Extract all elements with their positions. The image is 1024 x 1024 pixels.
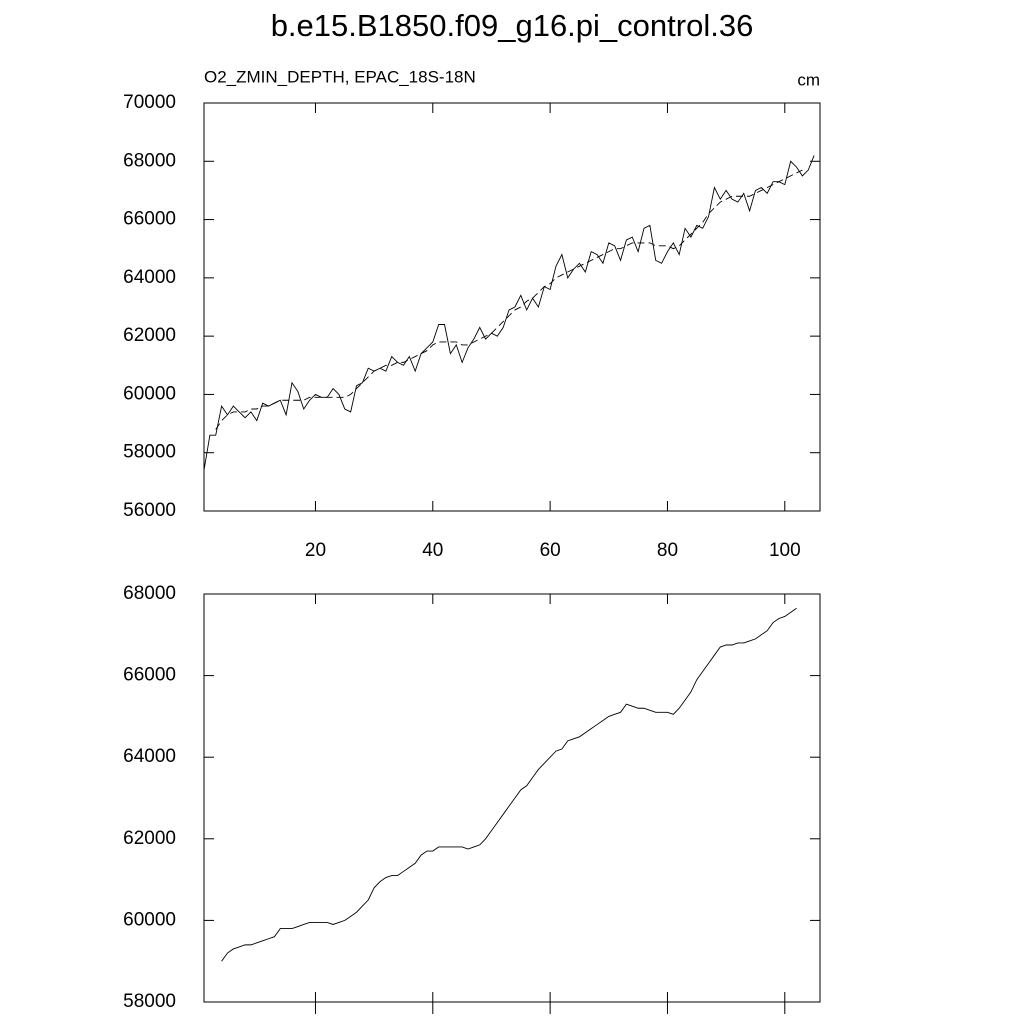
y-tick-label: 56000 xyxy=(123,500,176,521)
plot-frame xyxy=(203,102,821,512)
y-tick-label: 64000 xyxy=(123,267,176,288)
plot-frame xyxy=(203,593,821,1003)
page-title: b.e15.B1850.f09_g16.pi_control.36 xyxy=(271,8,754,43)
x-tick-label: 20 xyxy=(305,540,326,561)
y-tick-label: 66000 xyxy=(123,665,176,686)
y-tick-label: 70000 xyxy=(123,92,176,113)
y-tick-label: 62000 xyxy=(123,828,176,849)
y-tick-label: 66000 xyxy=(123,209,176,230)
subtitle-left: O2_ZMIN_DEPTH, EPAC_18S-18N xyxy=(204,67,476,86)
data-line xyxy=(221,607,797,962)
x-tick-label: 100 xyxy=(769,540,801,561)
x-tick-label: 80 xyxy=(657,540,678,561)
subtitle-right: cm xyxy=(797,70,820,89)
y-tick-label: 68000 xyxy=(123,583,176,604)
x-tick-label: 40 xyxy=(422,540,443,561)
y-tick-label: 64000 xyxy=(123,746,176,767)
y-tick-label: 60000 xyxy=(123,909,176,930)
data-line xyxy=(203,155,815,471)
y-tick-label: 68000 xyxy=(123,150,176,171)
y-tick-label: 58000 xyxy=(123,991,176,1012)
data-line xyxy=(215,169,803,430)
y-tick-label: 60000 xyxy=(123,383,176,404)
y-tick-label: 58000 xyxy=(123,442,176,463)
y-tick-label: 62000 xyxy=(123,325,176,346)
x-tick-label: 60 xyxy=(540,540,561,561)
